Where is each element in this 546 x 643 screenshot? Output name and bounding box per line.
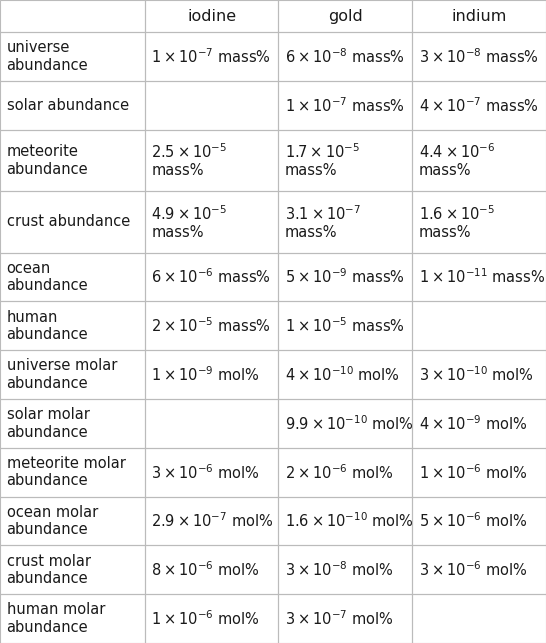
Text: $4.9\times10^{-5}$
mass%: $4.9\times10^{-5}$ mass% [151,204,228,240]
Bar [278,399,412,448]
Bar [278,191,412,253]
Bar [278,0,412,32]
Bar [412,399,546,448]
Text: $1\times10^{-5}$ mass%: $1\times10^{-5}$ mass% [285,316,405,335]
Bar [0,496,145,545]
Bar [412,253,546,302]
Bar [278,32,412,81]
Text: ocean
abundance: ocean abundance [7,261,88,293]
Bar [145,253,278,302]
Bar [412,496,546,545]
Text: gold: gold [328,8,363,24]
Bar [0,350,145,399]
Text: crust molar
abundance: crust molar abundance [7,554,91,586]
Bar [412,130,546,191]
Text: meteorite
abundance: meteorite abundance [7,144,88,177]
Bar [0,0,145,32]
Text: human molar
abundance: human molar abundance [7,602,105,635]
Bar [145,302,278,350]
Bar [0,32,145,81]
Bar [0,594,145,643]
Bar [412,350,546,399]
Text: $4.4\times10^{-6}$
mass%: $4.4\times10^{-6}$ mass% [419,142,495,179]
Text: crust abundance: crust abundance [7,214,130,230]
Text: $3\times10^{-6}$ mol%: $3\times10^{-6}$ mol% [419,561,527,579]
Text: $3\times10^{-7}$ mol%: $3\times10^{-7}$ mol% [285,610,394,628]
Text: ocean molar
abundance: ocean molar abundance [7,505,98,537]
Text: $1.6\times10^{-10}$ mol%: $1.6\times10^{-10}$ mol% [285,512,414,530]
Text: universe
abundance: universe abundance [7,41,88,73]
Bar [0,448,145,496]
Text: $3\times10^{-10}$ mol%: $3\times10^{-10}$ mol% [419,365,534,384]
Bar [145,496,278,545]
Bar [145,545,278,594]
Text: $3.1\times10^{-7}$
mass%: $3.1\times10^{-7}$ mass% [285,204,361,240]
Text: $5\times10^{-9}$ mass%: $5\times10^{-9}$ mass% [285,267,405,286]
Text: $2.5\times10^{-5}$
mass%: $2.5\times10^{-5}$ mass% [151,142,228,179]
Bar [412,545,546,594]
Bar [0,545,145,594]
Bar [278,253,412,302]
Bar [145,32,278,81]
Text: $3\times10^{-8}$ mol%: $3\times10^{-8}$ mol% [285,561,394,579]
Text: $6\times10^{-8}$ mass%: $6\times10^{-8}$ mass% [285,47,405,66]
Text: $1.6\times10^{-5}$
mass%: $1.6\times10^{-5}$ mass% [419,204,495,240]
Bar [145,0,278,32]
Text: solar molar
abundance: solar molar abundance [7,407,90,440]
Text: human
abundance: human abundance [7,310,88,342]
Text: $1\times10^{-6}$ mol%: $1\times10^{-6}$ mol% [419,463,527,482]
Bar [145,399,278,448]
Bar [278,81,412,130]
Text: $2.9\times10^{-7}$ mol%: $2.9\times10^{-7}$ mol% [151,512,274,530]
Bar [0,81,145,130]
Bar [278,448,412,496]
Text: $1\times10^{-7}$ mass%: $1\times10^{-7}$ mass% [285,96,405,114]
Bar [0,253,145,302]
Bar [278,302,412,350]
Bar [278,350,412,399]
Text: $4\times10^{-7}$ mass%: $4\times10^{-7}$ mass% [419,96,538,114]
Bar [145,191,278,253]
Text: $8\times10^{-6}$ mol%: $8\times10^{-6}$ mol% [151,561,260,579]
Text: indium: indium [452,8,507,24]
Text: iodine: iodine [187,8,236,24]
Text: $1\times10^{-11}$ mass%: $1\times10^{-11}$ mass% [419,267,545,286]
Text: $1.7\times10^{-5}$
mass%: $1.7\times10^{-5}$ mass% [285,142,360,179]
Bar [278,130,412,191]
Bar [412,191,546,253]
Bar [0,191,145,253]
Bar [145,350,278,399]
Text: $1\times10^{-6}$ mol%: $1\times10^{-6}$ mol% [151,610,260,628]
Bar [412,32,546,81]
Text: $4\times10^{-9}$ mol%: $4\times10^{-9}$ mol% [419,414,527,433]
Bar [145,594,278,643]
Bar [0,130,145,191]
Bar [0,302,145,350]
Bar [412,448,546,496]
Text: meteorite molar
abundance: meteorite molar abundance [7,456,126,489]
Text: $2\times10^{-6}$ mol%: $2\times10^{-6}$ mol% [285,463,394,482]
Bar [145,130,278,191]
Text: $5\times10^{-6}$ mol%: $5\times10^{-6}$ mol% [419,512,527,530]
Bar [412,0,546,32]
Text: universe molar
abundance: universe molar abundance [7,358,117,391]
Bar [278,594,412,643]
Bar [278,496,412,545]
Text: $6\times10^{-6}$ mass%: $6\times10^{-6}$ mass% [151,267,271,286]
Text: $2\times10^{-5}$ mass%: $2\times10^{-5}$ mass% [151,316,271,335]
Bar [278,545,412,594]
Text: solar abundance: solar abundance [7,98,129,113]
Bar [412,302,546,350]
Text: $4\times10^{-10}$ mol%: $4\times10^{-10}$ mol% [285,365,400,384]
Text: $1\times10^{-7}$ mass%: $1\times10^{-7}$ mass% [151,47,271,66]
Bar [145,81,278,130]
Bar [145,448,278,496]
Text: $3\times10^{-6}$ mol%: $3\times10^{-6}$ mol% [151,463,260,482]
Bar [0,399,145,448]
Bar [412,594,546,643]
Text: $1\times10^{-9}$ mol%: $1\times10^{-9}$ mol% [151,365,260,384]
Text: $3\times10^{-8}$ mass%: $3\times10^{-8}$ mass% [419,47,538,66]
Bar [412,81,546,130]
Text: $9.9\times10^{-10}$ mol%: $9.9\times10^{-10}$ mol% [285,414,414,433]
